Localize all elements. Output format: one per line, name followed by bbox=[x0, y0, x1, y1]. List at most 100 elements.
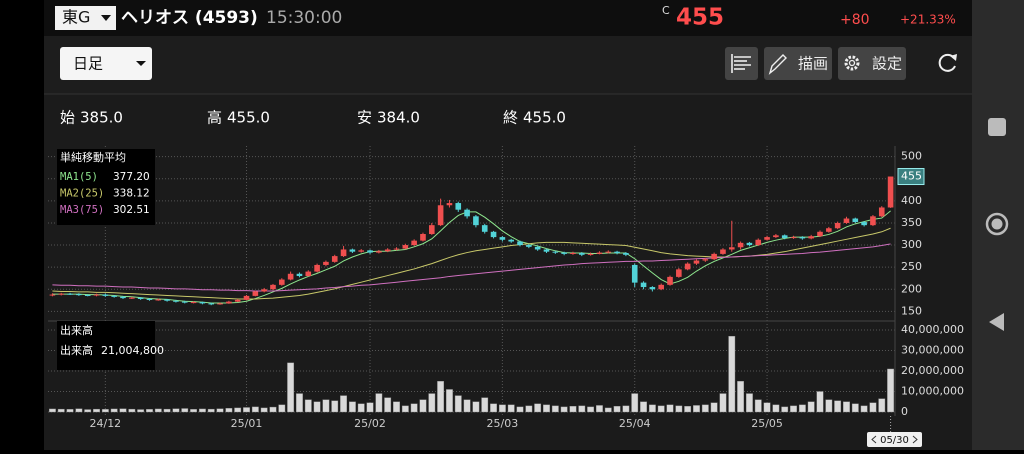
volume-bar bbox=[428, 393, 436, 413]
candle-body bbox=[84, 295, 91, 297]
volume-bar bbox=[763, 402, 771, 413]
volume-bar bbox=[746, 393, 753, 413]
volume-bar bbox=[490, 403, 497, 413]
volume-bar bbox=[446, 389, 453, 413]
candle-body bbox=[296, 273, 303, 276]
candle-body bbox=[720, 249, 726, 254]
volume-bar bbox=[340, 395, 347, 413]
volume-bar bbox=[137, 409, 145, 413]
candle-body bbox=[358, 250, 365, 252]
refresh-button[interactable] bbox=[938, 53, 956, 72]
period: 日足 bbox=[73, 55, 103, 73]
candle-body bbox=[861, 222, 867, 226]
candle-body bbox=[834, 222, 841, 229]
home-button[interactable] bbox=[985, 212, 1009, 236]
candle-body bbox=[852, 218, 859, 223]
volume-bar bbox=[119, 408, 127, 413]
volume-bar bbox=[578, 405, 586, 413]
candle-body bbox=[508, 239, 515, 242]
last-price-tag bbox=[897, 168, 925, 186]
candle-body bbox=[164, 299, 170, 301]
volume-bar bbox=[234, 407, 242, 413]
candle-body bbox=[349, 249, 356, 252]
candle-body bbox=[570, 253, 576, 255]
ohlc-value: 455.0 bbox=[523, 109, 566, 127]
candle-body bbox=[631, 264, 638, 283]
settings-label: 設定 bbox=[872, 55, 902, 73]
ohlc-value: 455.0 bbox=[227, 109, 270, 127]
candle-body bbox=[146, 298, 153, 300]
candle-body bbox=[384, 249, 391, 252]
change-pct: +21.33% bbox=[900, 13, 956, 27]
y-tick-label: 40,000,000 bbox=[901, 323, 964, 336]
volume-bar bbox=[596, 405, 603, 413]
volume-bar bbox=[737, 381, 744, 413]
price-flag: C bbox=[662, 4, 670, 17]
volume-bar bbox=[216, 408, 224, 413]
candle-body bbox=[596, 252, 603, 254]
candle-body bbox=[190, 302, 197, 304]
volume-legend-value: 21,004,800 bbox=[101, 344, 164, 357]
y-tick-label: 300 bbox=[901, 238, 922, 251]
ma-line bbox=[52, 210, 891, 304]
volume-bar bbox=[640, 401, 647, 413]
volume-bar bbox=[75, 408, 83, 413]
toolbar-bg bbox=[44, 36, 972, 94]
candle-body bbox=[111, 295, 117, 297]
candle-body bbox=[826, 228, 832, 232]
last-price-label: 455 bbox=[901, 170, 922, 183]
x-tick-label: 25/03 bbox=[487, 417, 519, 430]
candle-body bbox=[543, 249, 550, 252]
date-cursor-label: 05/30 bbox=[880, 435, 909, 446]
candle-body bbox=[737, 242, 744, 248]
candle-body bbox=[323, 261, 329, 265]
cursor-right bbox=[912, 435, 918, 444]
volume-legend-name: 出来高 bbox=[60, 343, 93, 357]
volume-bar bbox=[49, 408, 56, 413]
candle-body bbox=[587, 253, 594, 255]
candle-body bbox=[393, 248, 400, 250]
volume-bar bbox=[543, 404, 550, 413]
settings-button[interactable] bbox=[838, 47, 906, 80]
volume-bar bbox=[322, 399, 330, 413]
y-tick-label: 30,000,000 bbox=[901, 344, 964, 357]
draw-button[interactable] bbox=[764, 47, 832, 80]
volume-bar bbox=[357, 403, 365, 413]
back-button[interactable] bbox=[989, 313, 1004, 331]
volume-bar bbox=[507, 404, 515, 413]
ohlc-label: 終 bbox=[503, 109, 518, 127]
volume-bar bbox=[331, 400, 339, 413]
volume-bar bbox=[481, 397, 489, 413]
candle-body bbox=[640, 282, 647, 288]
volume-bar bbox=[807, 401, 815, 413]
ohlc-label: 高 bbox=[207, 109, 222, 127]
volume-bar bbox=[834, 400, 842, 413]
candle-body bbox=[702, 259, 709, 261]
volume-bar bbox=[278, 404, 286, 413]
candle-body bbox=[226, 301, 232, 304]
candle-body bbox=[481, 225, 488, 232]
candle-body bbox=[367, 250, 373, 253]
candle-body bbox=[799, 237, 806, 239]
candle-body bbox=[314, 264, 320, 272]
volume-bar bbox=[251, 406, 259, 413]
candle-body bbox=[517, 241, 523, 246]
volume-bar bbox=[798, 404, 806, 413]
change: +80 bbox=[840, 12, 870, 28]
candle-body bbox=[199, 302, 206, 304]
y-tick-label: 400 bbox=[901, 194, 922, 207]
volume-bar bbox=[816, 391, 824, 413]
candle-body bbox=[464, 209, 470, 217]
recent-apps-button[interactable] bbox=[988, 118, 1006, 136]
volume-bar bbox=[472, 401, 480, 413]
candle-body bbox=[878, 207, 885, 217]
candle-body bbox=[137, 297, 144, 299]
home-button-dot bbox=[991, 218, 1003, 230]
period-select[interactable] bbox=[60, 47, 152, 80]
indicator-button[interactable] bbox=[725, 47, 758, 80]
volume-bar bbox=[454, 395, 462, 413]
ohlc-label: 始 bbox=[60, 109, 75, 127]
candle-body bbox=[261, 289, 267, 292]
volume-bar bbox=[719, 393, 727, 413]
